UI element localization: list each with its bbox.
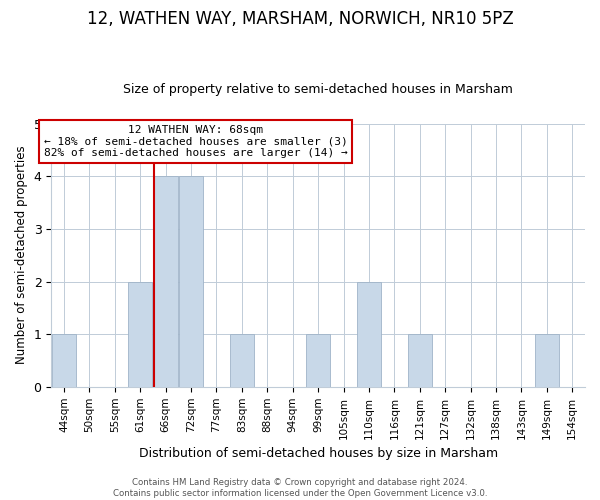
Bar [52,334,76,387]
Title: Size of property relative to semi-detached houses in Marsham: Size of property relative to semi-detach… [123,83,513,96]
Bar [357,282,381,387]
Bar [535,334,559,387]
Bar [230,334,254,387]
Bar [179,176,203,387]
Bar [128,282,152,387]
Y-axis label: Number of semi-detached properties: Number of semi-detached properties [15,146,28,364]
Bar [154,176,178,387]
Bar [408,334,432,387]
Text: 12, WATHEN WAY, MARSHAM, NORWICH, NR10 5PZ: 12, WATHEN WAY, MARSHAM, NORWICH, NR10 5… [86,10,514,28]
X-axis label: Distribution of semi-detached houses by size in Marsham: Distribution of semi-detached houses by … [139,447,498,460]
Text: Contains HM Land Registry data © Crown copyright and database right 2024.
Contai: Contains HM Land Registry data © Crown c… [113,478,487,498]
Bar [306,334,330,387]
Text: 12 WATHEN WAY: 68sqm
← 18% of semi-detached houses are smaller (3)
82% of semi-d: 12 WATHEN WAY: 68sqm ← 18% of semi-detac… [44,125,347,158]
